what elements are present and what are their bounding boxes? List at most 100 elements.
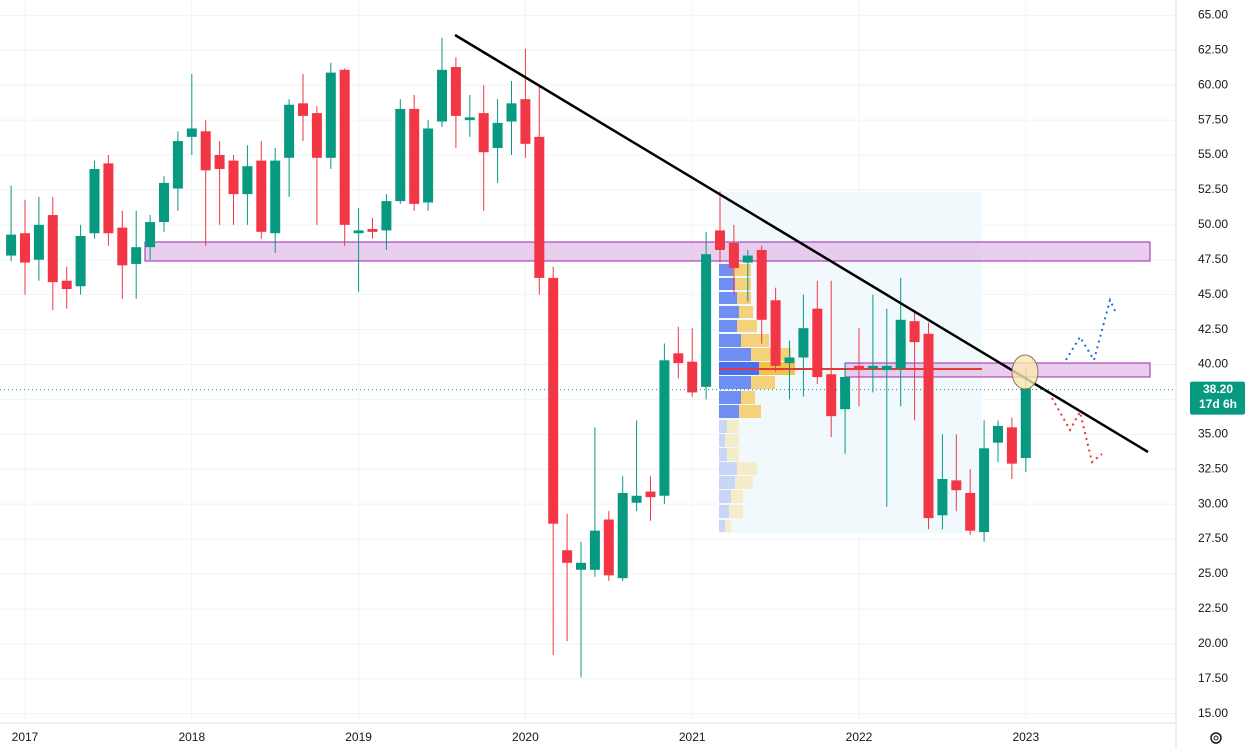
y-tick-label: 17.50 xyxy=(1198,671,1228,685)
candle-body xyxy=(284,104,295,158)
x-tick-label: 2021 xyxy=(679,730,706,744)
candle-body xyxy=(1006,427,1017,464)
drawings-under xyxy=(144,192,1151,533)
candle-body xyxy=(33,224,44,260)
y-tick-label: 30.00 xyxy=(1198,496,1228,510)
candle-body xyxy=(437,69,447,122)
settings-icon[interactable] xyxy=(1210,732,1222,744)
candle-body xyxy=(478,113,489,153)
vp-bar xyxy=(719,348,751,361)
candle-body xyxy=(603,519,614,576)
candle-body xyxy=(937,479,948,516)
y-tick-label: 42.50 xyxy=(1198,322,1228,336)
x-tick-label: 2023 xyxy=(1012,730,1039,744)
vp-bar xyxy=(737,320,757,332)
candle-body xyxy=(589,530,600,570)
candle-body xyxy=(311,113,322,158)
candle-body xyxy=(965,492,976,531)
candle-body xyxy=(464,117,475,121)
last-price-box xyxy=(1190,381,1245,415)
vp-bar xyxy=(719,462,737,475)
resistance-zone xyxy=(144,241,1151,262)
candle-body xyxy=(617,492,628,579)
candle-body xyxy=(423,128,434,203)
vp-bar xyxy=(731,490,743,503)
candle-body xyxy=(6,234,17,256)
vp-bar xyxy=(751,376,775,389)
candle-body xyxy=(409,108,420,204)
y-tick-label: 50.00 xyxy=(1198,217,1228,231)
candle-body xyxy=(812,308,823,378)
vp-bar xyxy=(729,505,743,518)
vp-bar xyxy=(719,490,731,503)
candles xyxy=(6,37,1031,678)
vp-bar xyxy=(737,292,751,304)
candle-body xyxy=(395,108,406,202)
candle-body xyxy=(270,160,281,234)
gear[interactable] xyxy=(1210,732,1222,744)
vp-bar xyxy=(739,306,753,318)
vp-bar xyxy=(739,405,761,418)
y-tick-label: 27.50 xyxy=(1198,531,1228,545)
vp-bar xyxy=(719,448,727,461)
vp-bar xyxy=(725,434,739,447)
vp-bar xyxy=(725,520,731,532)
x-tick-label: 2019 xyxy=(345,730,372,744)
candle-body xyxy=(367,229,378,232)
candle-body xyxy=(20,233,30,263)
candle-body xyxy=(548,277,559,524)
candle-body xyxy=(242,166,253,195)
candle-body xyxy=(798,328,809,358)
vp-bar xyxy=(741,391,755,404)
candle-body xyxy=(131,247,142,264)
candle-body xyxy=(534,136,545,278)
y-tick-label: 25.00 xyxy=(1198,566,1228,580)
candle-body xyxy=(1020,388,1031,459)
candle-body xyxy=(909,321,920,343)
bear-path xyxy=(1051,397,1103,464)
candle-body xyxy=(742,255,753,263)
y-tick-label: 52.50 xyxy=(1198,182,1228,196)
candle-body xyxy=(979,448,990,533)
candle-body xyxy=(728,242,739,269)
candle-body xyxy=(895,319,906,369)
candle-body xyxy=(117,227,128,266)
candle-body xyxy=(172,141,183,189)
candle-body xyxy=(659,360,670,496)
candle-body xyxy=(673,353,684,364)
x-tick-label: 2022 xyxy=(846,730,873,744)
y-tick-label: 22.50 xyxy=(1198,601,1228,615)
candle-body xyxy=(854,365,864,371)
vp-bar xyxy=(719,405,739,418)
candle-body xyxy=(103,163,114,234)
gear-hub[interactable] xyxy=(1213,735,1219,741)
candle-body xyxy=(200,131,211,171)
vp-bar xyxy=(719,505,729,518)
vp-bar xyxy=(719,434,725,447)
x-tick-label: 2017 xyxy=(12,730,39,744)
vp-bar xyxy=(719,476,735,489)
candle-body xyxy=(256,160,267,232)
last-price-label: 38.20 xyxy=(1203,382,1233,396)
candle-body xyxy=(867,365,878,369)
vp-bar xyxy=(719,320,737,332)
candle-body xyxy=(298,103,308,116)
y-tick-label: 65.00 xyxy=(1198,8,1228,22)
highlight-circle xyxy=(1011,354,1039,390)
candle-body xyxy=(993,425,1003,443)
candle-body xyxy=(89,168,100,234)
candle-body xyxy=(492,122,503,149)
candle-body xyxy=(687,361,698,393)
vp-bar xyxy=(719,334,741,347)
vp-bar xyxy=(735,278,751,290)
candle-body xyxy=(381,201,392,231)
vp-bar xyxy=(719,306,739,318)
candle-body xyxy=(520,99,531,144)
vp-bar xyxy=(719,420,727,433)
candle-body xyxy=(756,249,767,320)
candle-body xyxy=(228,160,239,195)
candle-body xyxy=(770,300,781,366)
candle-body xyxy=(840,377,851,410)
bull-path xyxy=(1065,297,1117,363)
